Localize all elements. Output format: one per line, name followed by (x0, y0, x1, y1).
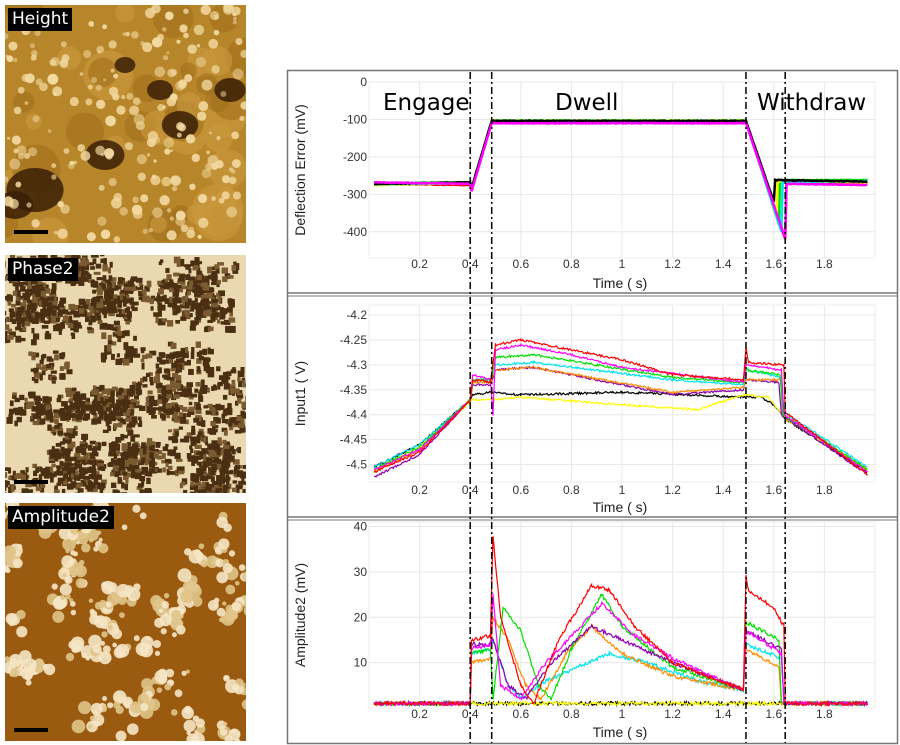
x-tick-label: 0.6 (512, 707, 529, 721)
y-tick-label: 30 (354, 565, 368, 579)
phase2-image-label: Phase2 (8, 258, 78, 281)
y-tick-label: 0 (360, 75, 367, 89)
series-line-red (373, 536, 868, 707)
y-tick-label: -4.25 (340, 333, 368, 347)
x-tick-label: 1 (619, 483, 626, 497)
x-tick-label: 0.8 (563, 483, 580, 497)
scale-bar (14, 728, 48, 732)
phase-label-withdraw: Withdraw (757, 90, 866, 116)
phase2-afm-image: Phase2 (5, 255, 246, 493)
phase-label-dwell: Dwell (555, 90, 618, 116)
amplitude2-map (5, 503, 246, 741)
y-tick-label: -4.45 (340, 433, 368, 447)
charts-frame (286, 69, 899, 745)
x-tick-label: 1.4 (715, 257, 732, 271)
x-tick-label: 1.2 (664, 483, 681, 497)
scale-bar (14, 230, 48, 234)
x-tick-label: 0.2 (411, 483, 428, 497)
x-tick-label: 0.6 (512, 257, 529, 271)
y-tick-label: -400 (343, 225, 367, 239)
y-tick-label: 10 (354, 656, 368, 670)
y-tick-label: 20 (354, 610, 368, 624)
x-tick-label: 0.8 (563, 707, 580, 721)
amplitude2-image-label: Amplitude2 (8, 506, 114, 529)
x-tick-label: 1.2 (664, 707, 681, 721)
x-tick-label: 1 (619, 257, 626, 271)
y-axis-label: Amplitude2 (mV) (292, 563, 308, 667)
x-tick-label: 1.8 (816, 707, 833, 721)
series-line-red (373, 337, 868, 476)
x-tick-label: 1.8 (816, 257, 833, 271)
y-tick-label: 40 (354, 520, 368, 534)
x-tick-label: 1.6 (765, 707, 782, 721)
y-axis-label: Deflection Error (mV) (292, 104, 308, 235)
x-tick-label: 1 (619, 707, 626, 721)
y-tick-label: -4.5 (346, 458, 367, 472)
height-map (5, 5, 246, 243)
phase-label-engage: Engage (383, 90, 470, 116)
x-tick-label: 1.8 (816, 483, 833, 497)
x-tick-label: 0.4 (462, 483, 479, 497)
y-tick-label: -300 (343, 187, 367, 201)
height-afm-image: Height (5, 5, 246, 243)
y-tick-label: -4.4 (346, 408, 367, 422)
x-tick-label: 1.6 (765, 483, 782, 497)
x-axis-label: Time ( s) (593, 499, 648, 515)
series-line-magenta (374, 342, 868, 473)
y-tick-label: -4.35 (340, 383, 368, 397)
chart-panel-2: 0.2 0.4 0.6 0.8 1 1.2 1.4 1.6 1.8 -4.2 -4.25 -4.3 -4… (292, 304, 876, 515)
x-tick-label: 1.4 (715, 483, 732, 497)
y-tick-label: -200 (343, 150, 367, 164)
height-image-label: Height (8, 8, 73, 31)
scale-bar (14, 480, 48, 484)
x-axis-label: Time ( s) (593, 275, 648, 291)
y-axis-label: Input1 ( V) (292, 361, 308, 426)
y-tick-label: -100 (343, 112, 367, 126)
y-tick-label: -4.3 (346, 358, 367, 372)
x-axis-label: Time ( s) (593, 724, 648, 740)
x-tick-label: 0.8 (563, 257, 580, 271)
amplitude2-afm-image: Amplitude2 (5, 503, 246, 741)
x-tick-label: 1.6 (765, 257, 782, 271)
x-tick-label: 0.6 (512, 483, 529, 497)
x-tick-label: 1.4 (715, 707, 732, 721)
y-tick-label: -4.2 (346, 308, 367, 322)
series-line-magenta (373, 593, 868, 708)
x-tick-label: 0.2 (411, 257, 428, 271)
x-tick-label: 1.2 (664, 257, 681, 271)
x-tick-label: 0.2 (411, 707, 428, 721)
series-line-black (373, 119, 868, 203)
